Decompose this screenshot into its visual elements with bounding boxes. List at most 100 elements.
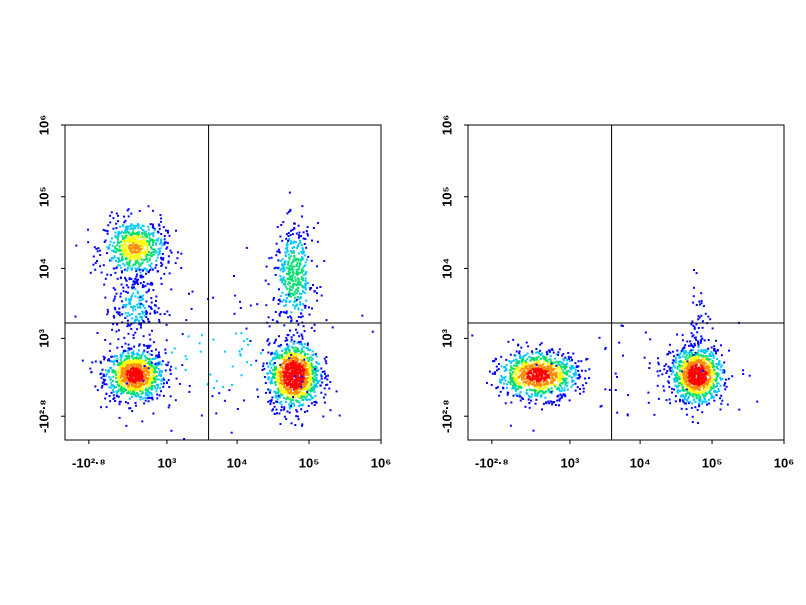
event-dot: [544, 370, 547, 373]
event-dot: [520, 359, 523, 362]
event-dot: [130, 384, 133, 387]
event-dot: [119, 292, 122, 295]
event-dot: [128, 397, 131, 400]
event-dot: [154, 386, 157, 389]
event-dot: [155, 239, 158, 241]
event-dot: [574, 382, 577, 385]
event-dot: [525, 363, 528, 366]
event-dot: [132, 380, 135, 383]
event-dot: [141, 381, 144, 384]
event-dot: [531, 364, 534, 367]
event-dot: [279, 423, 282, 425]
event-dot: [297, 374, 299, 377]
event-dot: [712, 396, 715, 399]
event-dot: [300, 312, 303, 315]
event-dot: [124, 372, 127, 375]
event-dot: [279, 370, 282, 373]
event-dot: [147, 271, 150, 274]
event-dot: [200, 414, 203, 417]
event-dot: [121, 300, 123, 303]
event-dot: [299, 262, 302, 265]
event-dot: [127, 360, 130, 363]
event-dot: [150, 246, 152, 248]
event-dot: [125, 375, 127, 378]
event-dot: [135, 367, 138, 370]
event-dot: [137, 241, 139, 244]
event-dot: [146, 351, 149, 354]
event-dot: [295, 283, 298, 286]
event-dot: [519, 383, 522, 386]
event-dot: [168, 272, 171, 275]
event-dot: [303, 396, 306, 399]
event-dot: [118, 372, 121, 375]
event-dot: [709, 365, 712, 368]
event-dot: [304, 398, 307, 401]
event-dot: [155, 356, 158, 359]
event-dot: [293, 340, 296, 343]
event-dot: [525, 377, 527, 380]
event-dot: [149, 283, 152, 286]
event-dot: [130, 380, 133, 383]
event-dot: [288, 268, 291, 271]
event-dot: [295, 265, 298, 267]
event-dot: [292, 402, 295, 405]
event-dot: [713, 347, 716, 350]
event-dot: [130, 395, 133, 398]
event-dot: [291, 247, 294, 250]
event-dot: [168, 314, 171, 317]
event-dot: [517, 360, 520, 363]
event-dot: [292, 354, 295, 357]
event-dot: [525, 362, 528, 365]
event-dot: [108, 395, 111, 397]
event-dot: [361, 314, 364, 317]
event-dot: [703, 398, 706, 401]
event-dot: [527, 371, 530, 373]
event-dot: [106, 232, 109, 235]
event-dot: [558, 389, 561, 392]
event-dot: [323, 259, 326, 262]
event-dot: [290, 379, 293, 382]
event-dot: [114, 236, 117, 239]
event-dot: [282, 276, 285, 279]
event-dot: [284, 251, 287, 254]
event-dot: [143, 311, 146, 314]
event-dot: [305, 347, 308, 350]
event-dot: [320, 294, 323, 297]
event-dot: [132, 307, 135, 309]
event-dot: [686, 370, 689, 373]
event-dot: [144, 359, 147, 362]
event-dot: [510, 380, 513, 383]
event-dot: [679, 365, 682, 368]
event-dot: [132, 309, 135, 312]
event-dot: [300, 383, 303, 386]
event-dot: [121, 306, 124, 309]
event-dot: [269, 403, 272, 405]
event-dot: [295, 355, 297, 358]
event-dot: [305, 381, 308, 384]
event-dot: [540, 395, 543, 398]
event-dot: [118, 375, 121, 378]
event-dot: [535, 358, 538, 361]
event-dot: [108, 370, 110, 373]
event-dot: [518, 393, 521, 396]
event-dot: [683, 361, 686, 364]
event-dot: [325, 362, 328, 365]
event-dot: [290, 338, 293, 341]
event-dot: [551, 367, 554, 370]
event-dot: [136, 385, 139, 388]
event-dot: [281, 267, 284, 270]
event-dot: [682, 393, 684, 396]
event-dot: [239, 307, 242, 309]
event-dot: [143, 314, 146, 317]
event-dot: [540, 389, 543, 392]
event-dot: [106, 230, 109, 232]
event-dot: [142, 269, 144, 272]
event-dot: [267, 372, 270, 375]
event-dot: [128, 354, 131, 357]
event-dot: [306, 342, 309, 345]
event-dot: [551, 375, 554, 378]
event-dot: [712, 387, 715, 389]
event-dot: [127, 324, 130, 327]
event-dot: [537, 351, 540, 354]
event-dot: [143, 237, 146, 240]
